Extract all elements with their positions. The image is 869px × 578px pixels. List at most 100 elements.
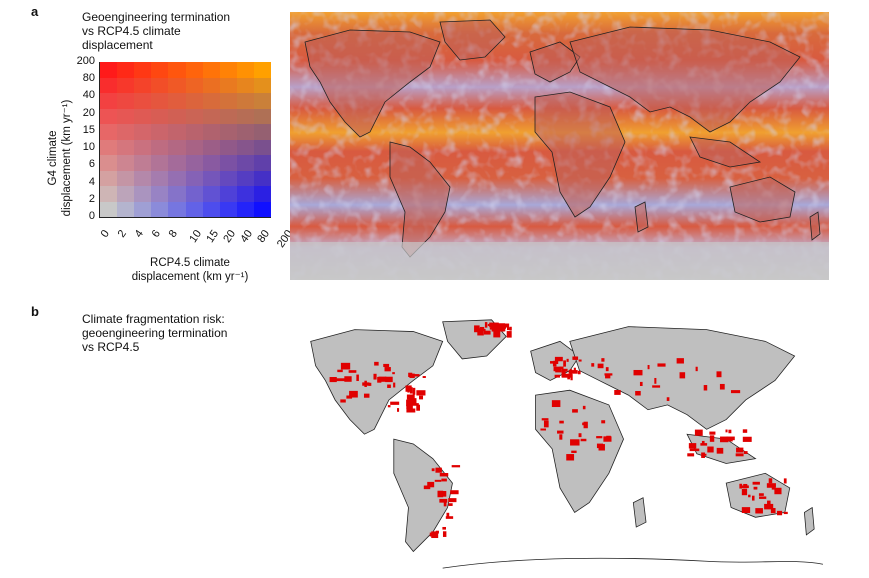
risk-patch xyxy=(583,421,588,429)
legend-x-tick-label: 4 xyxy=(132,228,147,240)
risk-patch xyxy=(633,369,643,376)
risk-patch xyxy=(652,385,661,388)
risk-patch xyxy=(580,438,587,442)
risk-patch xyxy=(591,363,595,367)
risk-patch xyxy=(384,367,391,372)
risk-patch xyxy=(416,404,420,411)
map-b-antarctica xyxy=(442,557,824,569)
risk-patch xyxy=(448,503,453,506)
legend-cell xyxy=(236,93,254,109)
legend-cell xyxy=(117,93,135,109)
legend-cell xyxy=(253,108,271,124)
risk-patch xyxy=(755,508,763,514)
risk-patch xyxy=(484,322,488,328)
risk-patch xyxy=(743,451,748,454)
risk-patch xyxy=(363,393,370,398)
legend-cell xyxy=(185,155,203,171)
legend-cell xyxy=(151,170,169,186)
legend-y-tick-label: 20 xyxy=(82,106,95,119)
risk-patch xyxy=(687,453,695,457)
risk-patch xyxy=(741,488,748,496)
risk-patch xyxy=(483,330,491,335)
risk-patch xyxy=(572,409,578,413)
legend-cell xyxy=(117,139,135,155)
risk-patch xyxy=(477,328,484,336)
risk-patch xyxy=(406,404,413,409)
risk-patch xyxy=(707,446,714,453)
risk-patch xyxy=(509,326,512,331)
risk-patch xyxy=(541,418,549,421)
continent-outline xyxy=(389,141,451,258)
legend-cell xyxy=(185,62,203,78)
risk-patch xyxy=(559,420,564,424)
legend-cell xyxy=(134,155,152,171)
legend-cell xyxy=(100,139,118,155)
legend-cell xyxy=(100,62,118,78)
risk-patch xyxy=(344,376,352,382)
risk-patch xyxy=(442,526,446,530)
map-b-risk-areas xyxy=(329,322,788,539)
risk-patch xyxy=(572,356,579,360)
risk-patch xyxy=(764,503,774,510)
risk-patch xyxy=(349,390,358,398)
legend-cell xyxy=(202,108,220,124)
legend-y-tick-label: 6 xyxy=(88,158,95,171)
legend-cell xyxy=(236,155,254,171)
map-a-continents xyxy=(304,19,821,258)
continent-outline xyxy=(535,389,624,513)
legend-cell xyxy=(236,77,254,93)
legend-x-tick-label: 40 xyxy=(238,228,255,245)
risk-patch xyxy=(726,436,735,441)
legend-cell xyxy=(253,170,271,186)
risk-patch xyxy=(647,364,650,370)
risk-patch xyxy=(557,430,564,434)
legend-cell xyxy=(151,155,169,171)
risk-patch xyxy=(719,383,725,390)
risk-patch xyxy=(431,531,439,539)
risk-patch xyxy=(573,367,576,373)
legend-cell xyxy=(151,139,169,155)
legend-cell xyxy=(236,62,254,78)
risk-patch xyxy=(554,374,560,378)
risk-patch xyxy=(783,478,787,484)
legend-x-tick-label: 20 xyxy=(220,228,238,245)
risk-patch xyxy=(724,438,733,442)
legend-x-tick-label: 8 xyxy=(167,228,181,240)
risk-patch xyxy=(566,454,575,461)
risk-patch xyxy=(500,326,505,332)
risk-patch xyxy=(427,481,435,488)
legend-cell xyxy=(253,124,271,140)
risk-patch xyxy=(601,420,606,424)
risk-patch xyxy=(362,382,370,386)
risk-patch xyxy=(336,378,346,382)
risk-patch xyxy=(635,390,641,396)
risk-patch xyxy=(409,387,413,394)
legend-cell xyxy=(185,124,203,140)
risk-patch xyxy=(639,381,643,387)
risk-patch xyxy=(337,369,343,373)
legend-cell xyxy=(236,124,254,140)
legend-cell xyxy=(236,108,254,124)
risk-patch xyxy=(578,359,582,362)
risk-patch xyxy=(434,479,442,482)
map-b-continents xyxy=(310,319,815,553)
risk-patch xyxy=(356,374,359,382)
legend-cell xyxy=(185,201,203,217)
risk-patch xyxy=(439,473,449,477)
risk-patch xyxy=(596,436,603,439)
risk-patch xyxy=(554,356,563,362)
legend-cell xyxy=(219,124,237,140)
risk-patch xyxy=(777,510,783,516)
risk-patch xyxy=(374,361,379,366)
legend-cell xyxy=(219,108,237,124)
risk-patch xyxy=(614,390,621,395)
risk-patch xyxy=(442,531,447,537)
legend-cell xyxy=(202,62,220,78)
legend-y-tick-label: 15 xyxy=(82,123,95,136)
legend-cell xyxy=(168,186,186,202)
risk-patch xyxy=(506,331,512,338)
risk-patch xyxy=(709,431,716,435)
legend-cell xyxy=(202,170,220,186)
risk-patch xyxy=(504,323,510,328)
legend-y-tick-label: 0 xyxy=(88,210,95,222)
